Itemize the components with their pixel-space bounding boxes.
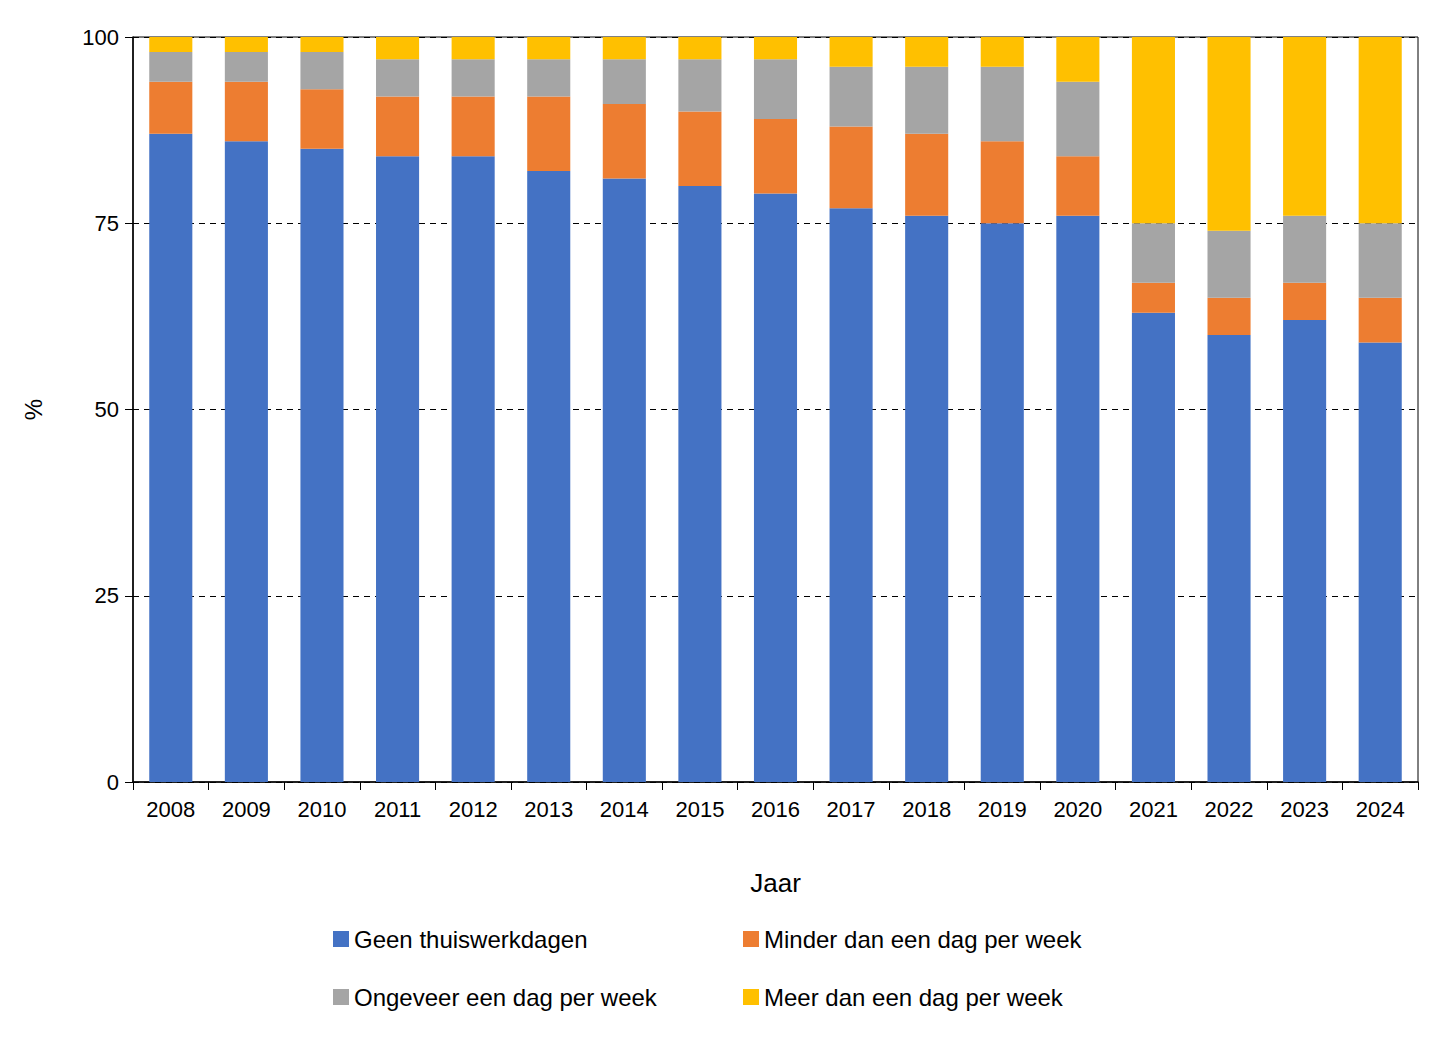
- svg-text:2018: 2018: [902, 797, 951, 822]
- svg-text:2014: 2014: [600, 797, 649, 822]
- svg-text:2024: 2024: [1356, 797, 1405, 822]
- svg-text:75: 75: [95, 211, 119, 236]
- svg-text:2011: 2011: [374, 797, 421, 822]
- svg-text:2015: 2015: [675, 797, 724, 822]
- svg-text:2023: 2023: [1280, 797, 1329, 822]
- svg-text:2010: 2010: [297, 797, 346, 822]
- svg-text:2017: 2017: [827, 797, 876, 822]
- svg-text:Jaar: Jaar: [750, 868, 801, 898]
- svg-text:2008: 2008: [146, 797, 195, 822]
- svg-text:2020: 2020: [1053, 797, 1102, 822]
- svg-text:2009: 2009: [222, 797, 271, 822]
- svg-text:%: %: [20, 399, 47, 420]
- svg-text:0: 0: [107, 770, 119, 795]
- svg-text:2013: 2013: [524, 797, 573, 822]
- svg-text:2019: 2019: [978, 797, 1027, 822]
- svg-text:Ongeveer een dag per week: Ongeveer een dag per week: [354, 984, 658, 1011]
- svg-text:2021: 2021: [1129, 797, 1178, 822]
- svg-text:100: 100: [82, 25, 119, 50]
- svg-text:2012: 2012: [449, 797, 498, 822]
- svg-text:50: 50: [95, 397, 119, 422]
- svg-text:Meer dan een dag per week: Meer dan een dag per week: [764, 984, 1064, 1011]
- svg-text:Minder dan een dag per week: Minder dan een dag per week: [764, 926, 1083, 953]
- svg-text:2016: 2016: [751, 797, 800, 822]
- svg-text:Geen thuiswerkdagen: Geen thuiswerkdagen: [354, 926, 587, 953]
- svg-text:25: 25: [95, 583, 119, 608]
- svg-text:2022: 2022: [1205, 797, 1254, 822]
